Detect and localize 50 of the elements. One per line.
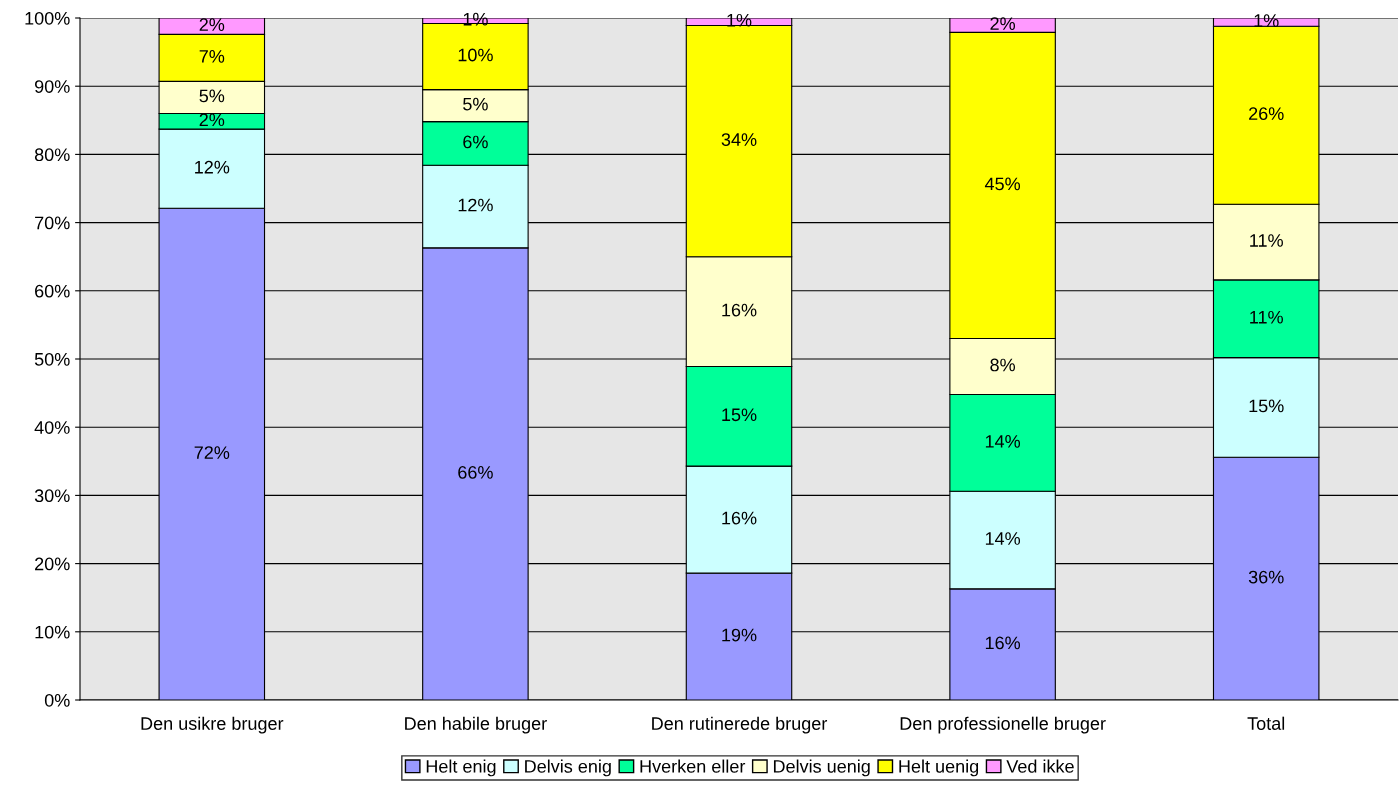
data-label: 2% xyxy=(990,17,1016,30)
legend-label: Helt uenig xyxy=(899,759,979,777)
data-label: 1% xyxy=(1254,14,1279,27)
y-tick-label: 30% xyxy=(34,489,70,503)
data-label: 15% xyxy=(722,408,757,422)
y-tick-label: 100% xyxy=(25,11,70,25)
legend-label: Helt enig xyxy=(426,759,496,777)
data-label: 36% xyxy=(1248,570,1284,584)
y-tick-label: 70% xyxy=(35,216,70,230)
data-label: 16% xyxy=(722,303,757,317)
data-label: 16% xyxy=(985,636,1021,650)
legend-label: Hverken eller xyxy=(640,759,746,773)
legend-label: Ved ikke xyxy=(1006,759,1074,773)
legend-label: Delvis uenig xyxy=(773,759,870,777)
data-label: 5% xyxy=(199,89,225,103)
data-label: 11% xyxy=(1250,310,1283,324)
data-label: 6% xyxy=(463,135,488,149)
data-label: 66% xyxy=(458,465,493,479)
data-label: 12% xyxy=(458,198,493,212)
y-tick-label: 20% xyxy=(35,557,70,571)
data-label: 45% xyxy=(984,177,1021,191)
data-label: 2% xyxy=(199,18,225,31)
y-tick-label: 40% xyxy=(34,421,70,434)
data-label: 34% xyxy=(721,133,757,146)
data-label: 72% xyxy=(194,446,230,459)
data-label: 26% xyxy=(1249,107,1284,121)
data-label: 11% xyxy=(1250,234,1283,247)
data-label: 12% xyxy=(195,160,230,174)
data-label: 15% xyxy=(1249,399,1284,413)
y-tick-label: 80% xyxy=(34,148,70,162)
data-label: 16% xyxy=(722,511,757,525)
data-label: 2% xyxy=(199,113,225,127)
y-tick-label: 60% xyxy=(35,284,70,298)
x-tick-label: Den usikre bruger xyxy=(141,716,284,734)
legend-label: Delvis enig xyxy=(525,759,611,777)
x-tick-label: Total xyxy=(1247,716,1285,730)
data-label: 14% xyxy=(985,532,1021,545)
x-tick-label: Den professionelle bruger xyxy=(900,716,1106,734)
x-tick-label: Den habile bruger xyxy=(405,716,547,734)
data-label: 5% xyxy=(463,97,488,111)
y-tick-label: 90% xyxy=(34,80,70,93)
x-tick-label: Den rutinerede bruger xyxy=(652,716,828,734)
y-tick-label: 0% xyxy=(44,693,70,707)
data-label: 7% xyxy=(199,50,225,63)
data-label: 10% xyxy=(458,48,493,62)
data-label: 8% xyxy=(990,358,1016,372)
data-label: 19% xyxy=(722,628,757,642)
data-label: 14% xyxy=(985,435,1021,448)
y-tick-label: 10% xyxy=(35,625,70,639)
y-tick-label: 50% xyxy=(34,352,70,366)
